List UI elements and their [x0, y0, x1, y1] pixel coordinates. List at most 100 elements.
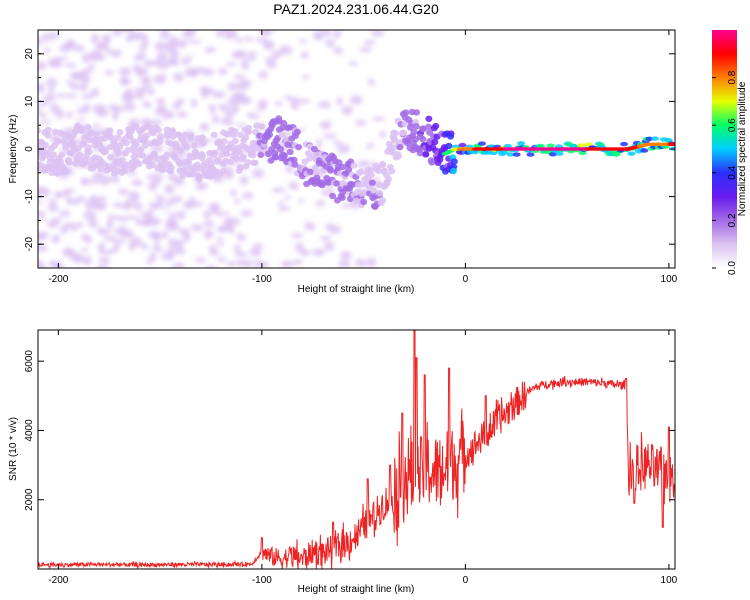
spectrogram-noise-blob [233, 199, 241, 204]
spectrogram-noise-blob [145, 174, 153, 180]
spectrogram-ridge-blob [266, 131, 274, 139]
spectrogram-noise-blob [190, 68, 199, 77]
spectrogram-ridge-blob [277, 146, 285, 153]
spectrogram-noise-blob [113, 239, 127, 244]
spectrogram-noise-blob [249, 263, 258, 268]
spectrogram-ridge-blob [183, 143, 191, 151]
spectrogram-ridge-blob [154, 126, 162, 134]
spectrogram-noise-blob [80, 33, 93, 43]
spectrogram-ridge-blob [402, 109, 410, 116]
spectrogram-noise-blob [246, 56, 257, 62]
spectrogram-noise-blob [69, 252, 84, 263]
spectrogram-noise-blob [49, 199, 57, 205]
spectrogram-ridge-blob [427, 157, 435, 164]
spectrogram-noise-blob [333, 47, 344, 55]
spectrogram-noise-blob [190, 223, 203, 232]
spectrogram-noise-blob [211, 90, 226, 99]
spectrogram-ridge-blob [416, 149, 424, 157]
spectrogram-noise-blob [300, 51, 309, 59]
spectrogram-ridge-blob [640, 148, 649, 153]
spectrogram-noise-blob [118, 67, 132, 76]
spectrogram-noise-blob [141, 101, 152, 108]
spectrogram-ridge-blob [132, 123, 140, 130]
spectrogram-ridge-blob [264, 150, 272, 158]
spectrogram-noise-blob [70, 225, 78, 232]
spectrogram-noise-blob [367, 78, 376, 86]
spectrogram-ridge-blob [627, 151, 636, 156]
spectrogram-noise-blob [298, 39, 308, 44]
spectrogram-noise-blob [190, 98, 198, 108]
spectrogram-ridge-blob [445, 142, 453, 150]
spectrogram-noise-blob [337, 260, 351, 268]
spectrogram-noise-blob [154, 41, 168, 52]
spectrogram-noise-blob [95, 265, 110, 268]
spectrogram-noise-blob [43, 94, 56, 102]
spectrogram-ridge-blob [58, 151, 66, 159]
snr-ytick-label: 6000 [24, 350, 35, 373]
spectrogram-noise-blob [166, 219, 176, 226]
spectrogram-noise-blob [160, 231, 169, 239]
spectrogram-noise-blob [65, 111, 74, 118]
colorbar-tick-label: 0.4 [727, 165, 738, 179]
spectrogram-noise-blob [211, 115, 219, 124]
spectrogram-ridge-blob [49, 151, 57, 158]
spectrogram-ridge-blob [385, 176, 393, 183]
spectrogram-noise-blob [271, 187, 286, 193]
spectrogram-noise-blob [252, 168, 265, 179]
spectrogram-ridge-blob [176, 160, 184, 167]
spectrogram-ridge-blob [345, 166, 353, 173]
spectrogram-noise-blob [124, 89, 134, 94]
spectrogram-ridge-blob [38, 127, 41, 134]
spectrogram-noise-blob [317, 101, 332, 109]
spectrogram-noise-blob [246, 102, 260, 111]
spectrogram-noise-blob [178, 227, 191, 236]
spectrogram-ridge-blob [278, 131, 286, 138]
spectrogram-noise-blob [145, 259, 155, 264]
spectrogram-noise-blob [161, 112, 175, 120]
spectrogram-noise-blob [106, 248, 115, 255]
spectrogram-noise-blob [83, 115, 93, 121]
spectrogram-noise-blob [111, 30, 124, 37]
spectrogram-noise-blob [138, 44, 147, 52]
spectrogram-ridge-blob [114, 134, 122, 141]
snr-xtick-label: -200 [48, 575, 68, 586]
spectrogram-noise-blob [81, 68, 93, 74]
spectrogram-ridge-blob [293, 128, 301, 136]
spectrogram-ridge-blob [236, 149, 244, 156]
spectrogram-noise-blob [236, 50, 247, 58]
spectrogram-noise-blob [354, 258, 367, 267]
spectrogram-noise-blob [132, 181, 144, 186]
spectrogram-noise-blob [46, 37, 60, 43]
spectrogram-ridge-blob [51, 128, 59, 136]
spectrogram-ridge-blob [124, 146, 132, 154]
spectrogram-noise-blob [344, 40, 352, 46]
spectrogram-noise-blob [156, 98, 166, 105]
spectrogram-ridge-blob [291, 161, 299, 168]
snr-xtick-label: 0 [463, 575, 469, 586]
spectrogram-noise-blob [230, 104, 240, 114]
spectrogram-noise-blob [294, 242, 305, 252]
spectrogram-noise-blob [120, 77, 132, 86]
spectrogram-noise-blob [84, 203, 98, 210]
spectrogram-ridge-blob [136, 146, 144, 154]
spectrogram-noise-blob [118, 188, 129, 196]
spectrogram-noise-blob [69, 98, 83, 106]
spectrogram-ridge-blob [135, 160, 143, 168]
spectrogram-noise-blob [193, 190, 207, 198]
spectrogram-ridge-blob [187, 135, 195, 142]
spectrogram-noise-blob [319, 236, 332, 241]
spectrogram-ridge-blob [81, 158, 89, 166]
spectrogram-noise-blob [172, 262, 185, 268]
spectrogram-noise-blob [207, 104, 218, 110]
spectrogram-ridge-blob [156, 133, 164, 140]
spectrogram-noise-blob [348, 61, 359, 66]
spectrogram-noise-blob [160, 253, 173, 260]
spectrogram-ridge-blob [44, 132, 52, 139]
spectrogram-noise-blob [133, 201, 143, 211]
spectrogram-noise-blob [38, 259, 44, 268]
spectrogram-noise-blob [229, 39, 239, 47]
spectrogram-ridge-blob [506, 152, 515, 157]
snr-ylabel: SNR (10 * v/v) [8, 417, 19, 481]
spectrogram-ridge-blob [220, 138, 228, 145]
